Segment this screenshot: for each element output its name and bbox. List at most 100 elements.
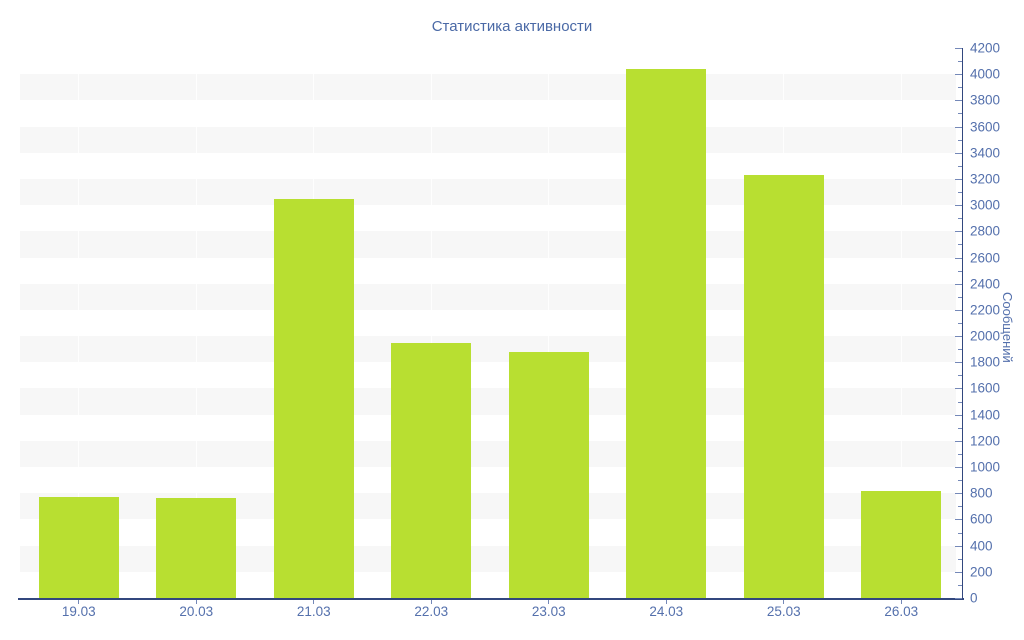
bar-24.03[interactable] (626, 68, 707, 598)
x-tick (78, 600, 80, 604)
y-tick-label: 1200 (970, 433, 1001, 449)
category-gridline (430, 48, 432, 598)
x-tick (900, 600, 902, 604)
x-tick-label: 24.03 (649, 604, 684, 619)
bar-22.03[interactable] (391, 342, 472, 598)
y-major-tick (955, 519, 962, 521)
y-major-tick (955, 440, 962, 442)
y-tick-label: 1400 (970, 407, 1001, 423)
y-tick-label: 1000 (970, 459, 1001, 475)
y-tick-label: 400 (970, 538, 993, 554)
y-major-tick (955, 545, 962, 547)
x-axis-line (18, 598, 964, 600)
y-tick-label: 2200 (970, 302, 1001, 318)
x-tick (665, 600, 667, 604)
x-tick-label: 26.03 (884, 604, 919, 619)
y-major-tick (955, 414, 962, 416)
x-tick-label: 19.03 (61, 604, 96, 619)
y-tick-label: 3600 (970, 119, 1001, 135)
chart-title: Статистика активности (431, 18, 593, 35)
y-tick-label: 2600 (970, 250, 1001, 266)
x-axis: 19.03 20.03 21.03 22.03 23.03 24.03 25.03 26.03 (20, 598, 960, 628)
y-tick-label: 1600 (970, 380, 1001, 396)
y-axis-title: Сообщений (1000, 291, 1015, 363)
y-minor-tick (958, 401, 962, 403)
y-tick-label: 4200 (970, 40, 1001, 56)
y-tick-label: 0 (970, 590, 978, 606)
y-minor-tick (958, 349, 962, 351)
category-gridline (900, 48, 902, 598)
y-minor-tick (958, 192, 962, 194)
y-major-tick (955, 126, 962, 128)
y-minor-tick (958, 270, 962, 272)
y-major-tick (955, 309, 962, 311)
y-minor-tick (958, 427, 962, 429)
grid-band (20, 126, 956, 153)
plot-area (20, 48, 960, 598)
y-tick-label: 4000 (970, 66, 1001, 82)
y-tick-label: 3000 (970, 197, 1001, 213)
y-tick-label: 1800 (970, 354, 1001, 370)
y-minor-tick (958, 584, 962, 586)
y-major-tick (955, 257, 962, 259)
x-tick-label: 21.03 (296, 604, 331, 619)
y-minor-tick (958, 61, 962, 63)
bar-26.03[interactable] (861, 490, 942, 598)
y-minor-tick (958, 218, 962, 220)
y-minor-tick (958, 139, 962, 141)
y-major-tick (955, 178, 962, 180)
y-major-tick (955, 100, 962, 102)
y-minor-tick (958, 375, 962, 377)
bar-25.03[interactable] (743, 175, 824, 598)
y-minor-tick (958, 323, 962, 324)
y-minor-tick (958, 506, 962, 508)
y-minor-tick (958, 113, 962, 115)
y-major-tick (955, 362, 962, 364)
x-tick-label: 22.03 (414, 604, 449, 619)
x-tick (430, 600, 432, 604)
y-tick-label: 2800 (970, 223, 1001, 239)
y-major-tick (955, 467, 962, 469)
grid-band (20, 74, 956, 101)
y-minor-tick (958, 453, 962, 455)
x-tick-label: 20.03 (179, 604, 214, 619)
y-major-tick (955, 283, 962, 285)
y-major-tick (955, 336, 962, 338)
y-major-tick (955, 493, 962, 495)
y-tick-label: 2400 (970, 276, 1001, 292)
bar-19.03[interactable] (38, 496, 119, 598)
y-tick-label: 3200 (970, 171, 1001, 187)
y-minor-tick (958, 480, 962, 482)
y-major-tick (955, 231, 962, 233)
bar-21.03[interactable] (273, 198, 354, 598)
category-gridline (548, 48, 550, 598)
y-minor-tick (958, 165, 962, 167)
y-major-tick (955, 48, 962, 49)
category-gridline (78, 48, 80, 598)
x-tick (195, 600, 197, 604)
y-tick-label: 3400 (970, 145, 1001, 161)
y-tick-label: 800 (970, 485, 993, 501)
x-tick-label: 23.03 (531, 604, 566, 619)
bar-20.03[interactable] (156, 498, 237, 598)
x-tick-label: 25.03 (766, 604, 801, 619)
x-tick (548, 600, 550, 604)
y-major-tick (955, 598, 962, 599)
y-minor-tick (958, 296, 962, 298)
y-major-tick (955, 205, 962, 207)
x-tick (783, 600, 785, 604)
y-tick-label: 3800 (970, 92, 1001, 108)
y-major-tick (955, 74, 962, 76)
category-gridline (195, 48, 197, 598)
y-axis-line (962, 48, 963, 600)
y-tick-label: 600 (970, 511, 993, 527)
y-tick-label: 200 (970, 564, 993, 580)
y-minor-tick (958, 87, 962, 89)
y-minor-tick (958, 244, 962, 246)
y-major-tick (955, 152, 962, 154)
y-minor-tick (958, 532, 962, 534)
bar-23.03[interactable] (508, 351, 589, 598)
y-major-tick (955, 571, 962, 573)
y-minor-tick (958, 558, 962, 560)
